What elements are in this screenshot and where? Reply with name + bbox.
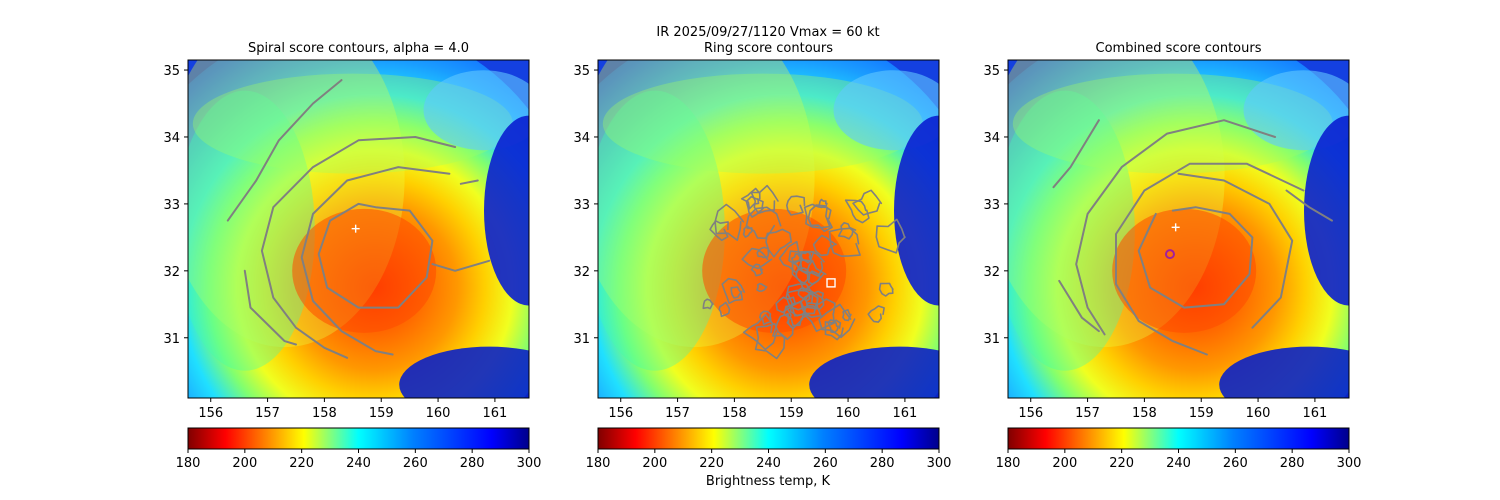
colorbar-tick-label: 180 — [996, 456, 1021, 471]
y-tick-label: 34 — [983, 131, 1000, 146]
colorbar-tick-label: 300 — [517, 456, 542, 471]
panel-3: Combined score contours 156 157 158 159 160 16… — [983, 41, 1362, 471]
y-tick-label: 34 — [573, 131, 590, 146]
colorbar-tick-label: 260 — [813, 456, 838, 471]
colorbar — [187, 427, 530, 450]
x-tick-label: 157 — [1075, 406, 1100, 421]
colorbar-tick-label: 200 — [642, 456, 667, 471]
x-tick-label: 160 — [836, 406, 861, 421]
y-tick-label: 31 — [983, 332, 1000, 347]
score-contours — [1052, 119, 1333, 356]
colorbar-tick-label: 240 — [1166, 456, 1191, 471]
x-tick-label: 161 — [892, 406, 917, 421]
x-tick-label: 156 — [608, 406, 633, 421]
x-tick-label: 159 — [779, 406, 804, 421]
colorbar-tick-label: 200 — [232, 456, 257, 471]
colorbar-tick-label: 240 — [346, 456, 371, 471]
score-contours — [226, 79, 491, 359]
colorbar-tick-label: 280 — [870, 456, 895, 471]
x-tick-label: 156 — [198, 406, 223, 421]
combined-center-circle-marker — [1164, 249, 1175, 260]
colorbar-tick-label: 300 — [1337, 456, 1362, 471]
ring-center-square-marker — [826, 278, 836, 288]
x-tick-label: 158 — [722, 406, 747, 421]
x-tick-label: 158 — [312, 406, 337, 421]
y-tick-label: 35 — [573, 64, 590, 79]
panel-title: Combined score contours — [1096, 41, 1262, 56]
panel-1: Spiral score contours, alpha = 4.0 156 157… — [163, 41, 542, 471]
x-tick-label: 159 — [1189, 406, 1214, 421]
y-tick-label: 32 — [163, 265, 180, 280]
x-tick-label: 160 — [1246, 406, 1271, 421]
y-tick-label: 32 — [983, 265, 1000, 280]
y-tick-label: 33 — [573, 198, 590, 213]
colorbar-tick-label: 260 — [403, 456, 428, 471]
colorbar — [1007, 427, 1350, 450]
colorbar-tick-label: 280 — [460, 456, 485, 471]
ir-image — [1008, 60, 1349, 398]
y-tick-label: 34 — [163, 131, 180, 146]
x-tick-label: 160 — [426, 406, 451, 421]
colorbar-tick-label: 220 — [699, 456, 724, 471]
x-tick-label: 157 — [665, 406, 690, 421]
panel-title: Spiral score contours, alpha = 4.0 — [248, 41, 469, 56]
y-tick-label: 31 — [163, 332, 180, 347]
x-tick-label: 159 — [369, 406, 394, 421]
y-tick-label: 33 — [983, 198, 1000, 213]
ir-image — [598, 60, 939, 398]
colorbar-tick-label: 200 — [1052, 456, 1077, 471]
panel-title: Ring score contours — [704, 41, 833, 56]
y-tick-label: 35 — [983, 64, 1000, 79]
colorbar-tick-label: 220 — [289, 456, 314, 471]
colorbar — [597, 427, 940, 450]
y-tick-label: 33 — [163, 198, 180, 213]
colorbar-tick-label: 240 — [756, 456, 781, 471]
colorbar-tick-label: 220 — [1109, 456, 1134, 471]
colorbar-tick-label: 300 — [927, 456, 952, 471]
colorbar-tick-label: 280 — [1280, 456, 1305, 471]
x-tick-label: 156 — [1018, 406, 1043, 421]
colorbar-label: Brightness temp, K — [706, 474, 831, 489]
y-tick-label: 32 — [573, 265, 590, 280]
axes-frame — [187, 59, 530, 399]
center-plus-marker — [351, 224, 360, 233]
figure-suptitle: IR 2025/09/27/1120 Vmax = 60 kt — [656, 25, 879, 40]
ir-image — [188, 60, 529, 398]
x-tick-label: 157 — [255, 406, 280, 421]
colorbar-tick-label: 260 — [1223, 456, 1248, 471]
axes-frame — [597, 59, 940, 399]
x-tick-label: 161 — [482, 406, 507, 421]
colorbar-tick-label: 180 — [176, 456, 201, 471]
panel-2: Ring score contours 156 157 158 159 160 161 31 3… — [573, 41, 952, 471]
y-tick-label: 35 — [163, 64, 180, 79]
score-contours — [702, 184, 906, 360]
axes-frame — [1007, 59, 1350, 399]
colorbar-tick-label: 180 — [586, 456, 611, 471]
x-tick-label: 158 — [1132, 406, 1157, 421]
y-tick-label: 31 — [573, 332, 590, 347]
x-tick-label: 161 — [1302, 406, 1327, 421]
center-plus-marker — [1171, 223, 1180, 232]
